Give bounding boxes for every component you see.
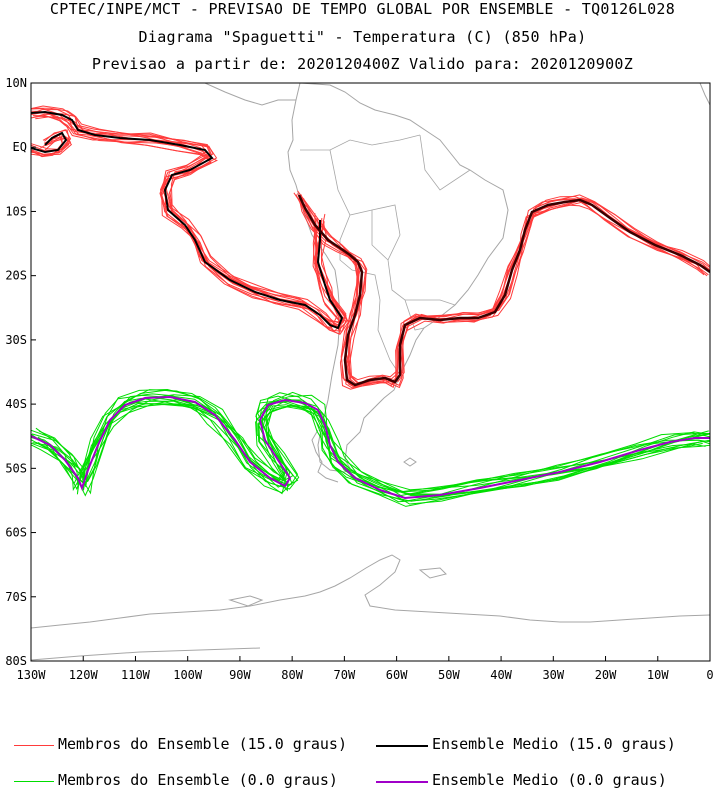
legend-mean-15-label: Ensemble Medio (15.0 graus) — [432, 735, 676, 753]
antarctic-islands — [228, 567, 447, 607]
coastline-layer — [31, 83, 710, 661]
south-america-coast — [287, 83, 509, 473]
ensemble-member-contour — [31, 394, 710, 495]
header-title-line: CPTEC/INPE/MCT - PREVISAO DE TEMPO GLOBA… — [49, 0, 676, 18]
lon-tick-label: 0 — [706, 668, 713, 682]
legend-members-0-swatch — [14, 781, 54, 782]
ensemble-member-contour — [35, 110, 347, 326]
ensemble-member-contour — [31, 108, 347, 323]
header-subtitle-line: Diagrama "Spaguetti" - Temperatura (C) (… — [138, 28, 587, 46]
lon-tick-label: 90W — [229, 668, 251, 682]
ensemble-member-contour — [37, 389, 710, 502]
spaghetti-map: 10N EQ 10S 20S 30S 40S 50S 60S 70S 80S 130W 120W 11… — [5, 76, 714, 682]
plot-frame — [30, 82, 711, 662]
lon-tick-label: 80W — [281, 668, 303, 682]
mean-0-contour — [31, 395, 710, 500]
country-borders — [300, 134, 471, 373]
ensemble-member-contour — [293, 192, 710, 386]
southern-islands — [311, 429, 417, 483]
lon-tick-label: 60W — [386, 668, 408, 682]
legend-mean-15-swatch — [376, 745, 428, 747]
lon-tick-label: 20W — [595, 668, 617, 682]
lon-tick-label: 70W — [334, 668, 356, 682]
ensemble-member-contour — [31, 397, 709, 493]
ensemble-member-contour — [36, 393, 706, 497]
lat-tick-label: 10N — [5, 76, 27, 90]
lon-tick-label: 40W — [490, 668, 512, 682]
members-0-contours — [31, 388, 710, 507]
lon-tick-label: 30W — [542, 668, 564, 682]
ensemble-member-contour — [31, 115, 342, 333]
central-america-coast — [204, 83, 296, 106]
mean-15-contour-equator — [31, 131, 68, 154]
ensemble-member-contour — [31, 402, 710, 496]
lat-ticks: 10N EQ 10S 20S 30S 40S 50S 60S 70S 80S — [5, 76, 36, 668]
mean-15-contour-andes — [297, 194, 710, 387]
antarctica-coast — [31, 554, 710, 661]
lat-tick-label: 50S — [5, 461, 27, 475]
ensemble-member-contour — [298, 196, 708, 388]
legend-mean-0-label: Ensemble Medio (0.0 graus) — [432, 771, 667, 789]
members-15-contours — [31, 105, 710, 390]
lon-tick-label: 130W — [17, 668, 47, 682]
lat-tick-label: 30S — [5, 333, 27, 347]
africa-coast-fragment — [699, 83, 710, 106]
legend-members-15-swatch — [14, 745, 54, 746]
header-validity-line: Previsao a partir de: 2020120400Z Valido… — [91, 55, 634, 73]
ensemble-member-contour — [32, 400, 710, 491]
lat-tick-label: 80S — [5, 654, 27, 668]
lon-tick-label: 100W — [173, 668, 203, 682]
lon-tick-label: 50W — [438, 668, 460, 682]
lat-tick-label: 70S — [5, 590, 27, 604]
lon-ticks: 130W 120W 110W 100W 90W 80W 70W 60W 50W 40W 30W 20W… — [17, 656, 714, 682]
legend-members-15-label: Membros do Ensemble (15.0 graus) — [58, 735, 347, 753]
lat-tick-label: 20S — [5, 269, 27, 283]
legend-members-0-label: Membros do Ensemble (0.0 graus) — [58, 771, 338, 789]
lon-tick-label: 110W — [121, 668, 151, 682]
ensemble-member-contour — [297, 190, 710, 383]
mean-15-contour-pacific — [31, 110, 344, 330]
lon-tick-label: 120W — [69, 668, 99, 682]
lat-tick-label: EQ — [13, 140, 27, 154]
ensemble-member-contour — [31, 136, 70, 155]
ensemble-member-contour — [31, 129, 72, 156]
ensemble-member-contour — [31, 129, 70, 157]
lon-tick-label: 10W — [647, 668, 669, 682]
lat-tick-label: 60S — [5, 526, 27, 540]
lat-tick-label: 10S — [5, 204, 27, 218]
lat-tick-label: 40S — [5, 397, 27, 411]
legend-mean-0-swatch — [376, 781, 428, 783]
